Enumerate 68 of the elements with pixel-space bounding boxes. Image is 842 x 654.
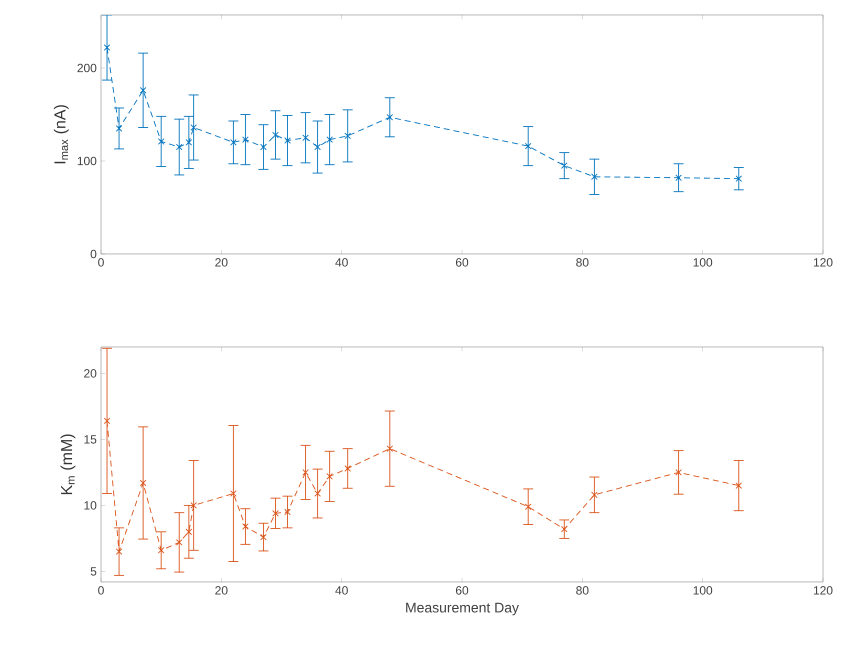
point [736,482,742,489]
point [326,473,333,480]
point [284,137,291,144]
point [561,526,568,532]
point [260,144,267,150]
point [260,534,267,540]
point [386,445,394,452]
point [284,508,291,516]
point [591,174,598,180]
y-tick-label: 10 [84,501,96,510]
point [176,144,182,150]
x-tick-label: 20 [215,258,228,267]
point [190,502,197,509]
point [736,175,742,182]
point [524,142,532,150]
x-tick-label: 60 [456,258,468,267]
point [116,125,122,132]
point [186,139,192,146]
x-tick-label: 20 [215,586,228,595]
point [386,114,394,121]
y-tick-label: 100 [78,156,96,166]
point [302,134,309,142]
point [116,548,122,555]
y-axis-title: K$_{m}$ (mM) [60,434,76,494]
x-axis-title: Measurement Day [406,602,519,616]
point [104,418,110,424]
x-tick-label: 100 [694,258,712,267]
x-tick-label: 60 [456,586,468,595]
point [242,136,249,143]
x-tick-label: 0 [98,258,104,267]
point [675,174,682,181]
x-tick-label: 120 [814,258,833,267]
point [272,132,279,138]
point [140,87,146,94]
x-tick-label: 80 [576,586,589,595]
point [675,469,682,476]
point [190,124,197,131]
point [272,510,279,517]
point [140,480,146,486]
point [344,132,351,140]
point [242,523,249,530]
point [314,490,321,497]
x-tick-label: 120 [814,586,833,595]
point [591,492,598,498]
y-tick-label: 5 [90,567,96,576]
point [104,44,110,51]
point [344,465,351,472]
y-tick-label: 15 [84,435,96,444]
y-tick-label: 200 [77,64,96,72]
y-tick-label: 0 [90,250,96,258]
x-tick-label: 80 [576,258,589,267]
y-tick-label: 20 [84,369,96,378]
point [230,490,237,497]
point [158,138,164,145]
point [524,503,532,510]
x-tick-label: 0 [98,586,104,595]
point [176,539,182,546]
point [302,469,309,476]
point [314,144,321,150]
x-tick-label: 100 [694,586,712,595]
point [186,528,192,536]
x-tick-label: 40 [335,258,348,267]
point [230,139,237,146]
x-tick-label: 40 [335,586,348,595]
point [326,136,333,143]
point [561,162,568,169]
y-axis-title: I$_{max}$ (nA) [54,105,69,164]
point [158,547,164,554]
